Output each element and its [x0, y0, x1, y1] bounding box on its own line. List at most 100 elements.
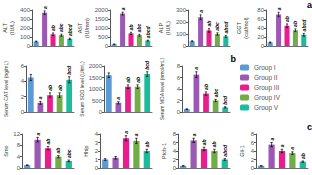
svg-text:Group V: Group V [254, 104, 279, 112]
svg-text:8: 8 [17, 142, 21, 148]
svg-text:ab: ab [135, 77, 141, 83]
svg-text:300: 300 [20, 16, 31, 22]
svg-text:AST: AST [77, 22, 83, 33]
svg-text:a: a [289, 147, 295, 150]
svg-text:abcd: abcd [67, 23, 73, 36]
svg-text:Group I: Group I [254, 64, 276, 72]
svg-text:ab: ab [144, 141, 150, 147]
svg-text:a: a [123, 131, 129, 134]
svg-text:40: 40 [257, 25, 264, 31]
svg-text:a: a [37, 96, 43, 99]
svg-text:a: a [133, 133, 139, 136]
svg-text:60: 60 [257, 16, 264, 22]
svg-text:abc: abc [58, 23, 64, 32]
svg-text:500: 500 [98, 34, 109, 40]
svg-text:2000: 2000 [89, 63, 103, 69]
svg-text:12: 12 [13, 131, 20, 137]
svg-text:2: 2 [251, 157, 255, 163]
svg-text:Group II: Group II [254, 74, 278, 82]
svg-text:20: 20 [257, 34, 264, 40]
svg-text:bcd: bcd [222, 95, 228, 105]
svg-text:ALP: ALP [158, 22, 164, 33]
svg-text:a: a [279, 144, 285, 147]
svg-text:ab: ab [47, 85, 53, 91]
svg-text:8: 8 [177, 63, 181, 69]
svg-text:abc: abc [213, 89, 219, 98]
svg-text:a: a [198, 10, 204, 13]
svg-text:abc: abc [214, 22, 220, 31]
svg-text:8: 8 [173, 131, 177, 137]
svg-text:abcd: abcd [301, 19, 307, 32]
svg-text:2: 2 [173, 157, 177, 163]
svg-text:0: 0 [251, 165, 255, 171]
svg-text:1000: 1000 [95, 25, 109, 31]
svg-text:ab: ab [55, 148, 61, 154]
svg-text:0: 0 [177, 109, 181, 115]
svg-text:abcd: abcd [145, 26, 151, 39]
svg-text:2: 2 [95, 148, 99, 154]
svg-text:a: a [115, 97, 121, 100]
svg-text:(IU/mm): (IU/mm) [84, 18, 90, 38]
svg-text:0: 0 [173, 165, 177, 171]
svg-text:2: 2 [177, 98, 181, 104]
svg-text:a: a [307, 0, 312, 10]
svg-text:bcd: bcd [66, 65, 72, 75]
svg-text:4: 4 [95, 131, 99, 137]
svg-text:ab: ab [125, 77, 131, 83]
svg-text:ab: ab [206, 21, 212, 27]
svg-text:2: 2 [21, 94, 25, 100]
svg-text:ab: ab [292, 21, 298, 27]
svg-text:Group IV: Group IV [254, 94, 281, 102]
svg-text:ab: ab [128, 24, 134, 30]
svg-text:6: 6 [21, 63, 25, 69]
svg-text:abc: abc [136, 23, 142, 32]
svg-text:Serum CAT level (ng/mL): Serum CAT level (ng/mL) [3, 61, 9, 117]
svg-text:a: a [276, 7, 282, 10]
svg-text:Smo: Smo [3, 145, 9, 156]
svg-text:abcd: abcd [223, 21, 229, 34]
svg-text:1500: 1500 [89, 75, 103, 81]
svg-text:4: 4 [21, 78, 25, 84]
svg-text:80: 80 [257, 7, 264, 13]
svg-text:4: 4 [251, 148, 255, 154]
svg-text:200: 200 [176, 19, 187, 25]
svg-text:Hhip: Hhip [83, 145, 89, 156]
svg-text:Serum SOD level (U/mL): Serum SOD level (U/mL) [79, 61, 85, 117]
svg-text:1: 1 [95, 157, 99, 163]
svg-text:ab: ab [211, 141, 217, 147]
svg-text:200: 200 [20, 25, 31, 31]
svg-text:a: a [120, 7, 126, 10]
svg-text:(IU/L): (IU/L) [9, 21, 15, 35]
svg-text:8: 8 [251, 131, 255, 137]
svg-text:0: 0 [27, 43, 31, 49]
svg-text:a: a [191, 133, 197, 136]
svg-text:ab: ab [57, 85, 63, 91]
svg-text:100: 100 [176, 31, 187, 37]
svg-text:Serum MDA level (nmol/mL): Serum MDA level (nmol/mL) [159, 57, 165, 120]
svg-text:0: 0 [17, 165, 21, 171]
svg-text:4: 4 [173, 148, 177, 154]
svg-text:300: 300 [176, 7, 187, 13]
svg-text:ab: ab [50, 25, 56, 31]
svg-text:3: 3 [95, 140, 99, 146]
svg-text:GGT: GGT [236, 21, 242, 34]
svg-text:Gli-1: Gli-1 [239, 145, 245, 157]
svg-text:abcd: abcd [222, 144, 228, 157]
svg-text:b: b [231, 54, 237, 64]
svg-text:6: 6 [173, 140, 177, 146]
svg-text:0: 0 [105, 43, 109, 49]
svg-text:c: c [307, 122, 312, 132]
svg-text:4: 4 [177, 86, 181, 92]
svg-text:0: 0 [261, 43, 265, 49]
svg-text:a: a [42, 6, 48, 9]
svg-text:ab: ab [284, 16, 290, 22]
svg-text:4: 4 [17, 154, 21, 160]
svg-text:6: 6 [251, 140, 255, 146]
svg-text:a: a [193, 67, 199, 70]
svg-text:1500: 1500 [95, 16, 109, 22]
svg-text:bcd: bcd [144, 60, 150, 70]
svg-text:ab: ab [45, 139, 51, 145]
svg-text:100: 100 [20, 34, 31, 40]
svg-text:abc: abc [66, 149, 72, 158]
svg-text:2000: 2000 [95, 7, 109, 13]
